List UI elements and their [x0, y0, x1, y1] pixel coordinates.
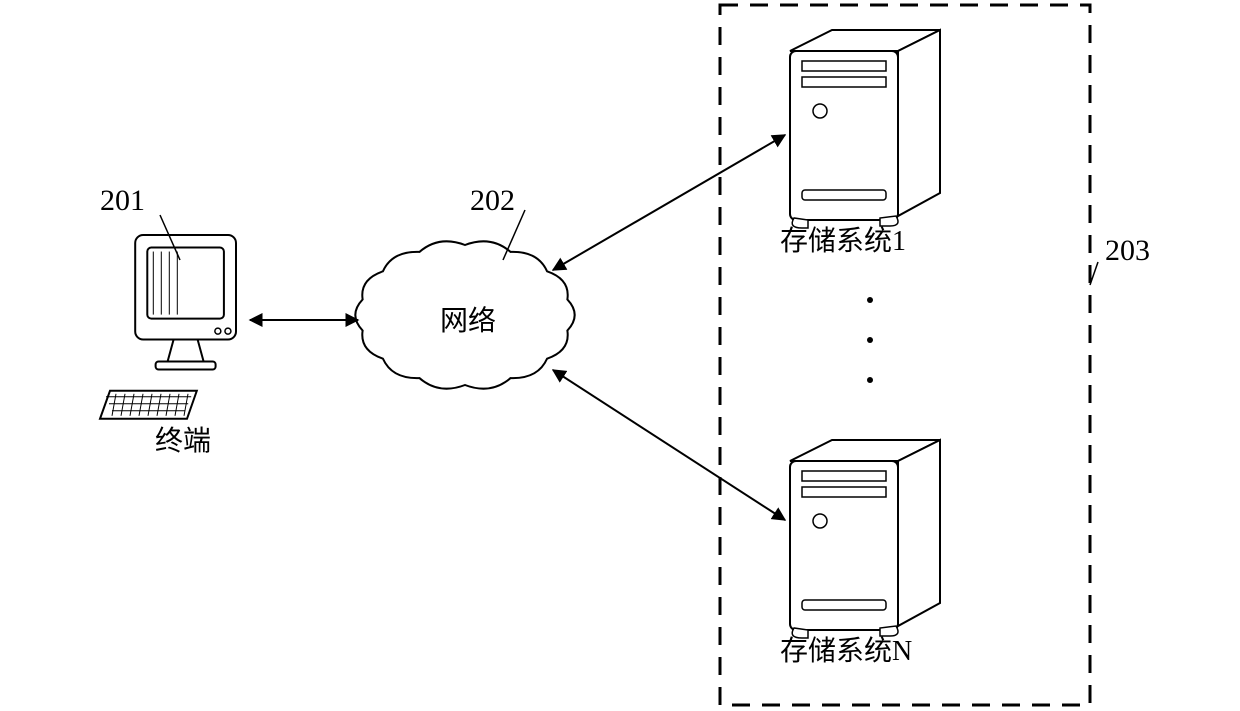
diagram-canvas: 终端 网络 存储系统1 存储系统N 201 202 203 — [0, 0, 1240, 711]
reference-leader-lines — [160, 210, 1098, 285]
ref-201: 201 — [100, 184, 145, 217]
network-label: 网络 — [440, 305, 496, 337]
storage-n-label: 存储系统N — [780, 635, 912, 667]
ellipsis-dots — [867, 297, 873, 383]
terminal-label: 终端 — [155, 425, 211, 457]
storage-system-1-icon — [790, 30, 940, 228]
ref-203: 203 — [1105, 234, 1150, 267]
ref-202: 202 — [470, 184, 515, 217]
storage-system-n-icon — [790, 440, 940, 638]
storage-1-label: 存储系统1 — [780, 225, 906, 257]
terminal-icon — [100, 235, 236, 419]
